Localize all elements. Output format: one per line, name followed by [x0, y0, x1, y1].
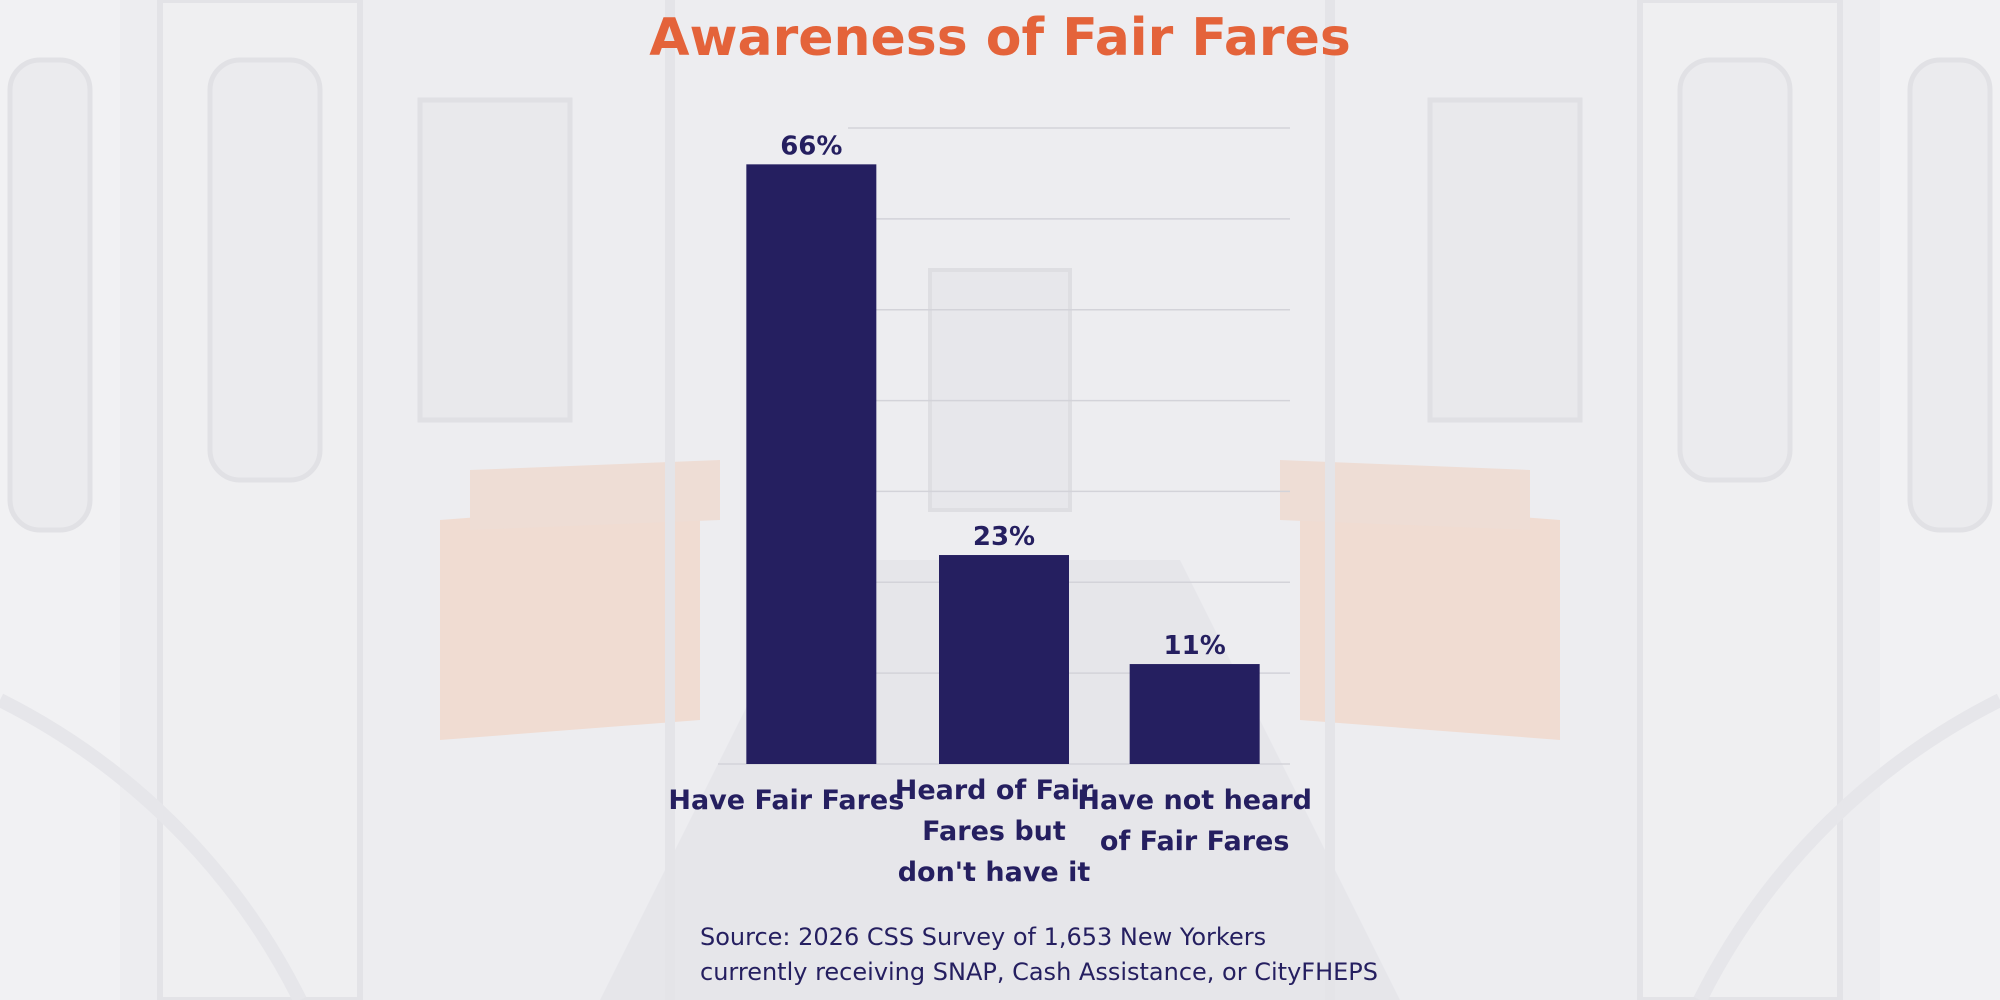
- bar: [939, 555, 1069, 764]
- bars: [746, 164, 1260, 765]
- data-label: 66%: [780, 131, 842, 161]
- source-line-1: Source: 2026 CSS Survey of 1,653 New Yor…: [700, 923, 1267, 951]
- source-line-2: currently receiving SNAP, Cash Assistanc…: [700, 958, 1378, 986]
- category-label-line: don't have it: [898, 857, 1091, 888]
- source-note: Source: 2026 CSS Survey of 1,653 New Yor…: [700, 920, 1420, 990]
- category-label-line: Have not heard: [1077, 785, 1312, 816]
- data-label: 11%: [1164, 631, 1226, 661]
- chart-title: Awareness of Fair Fares: [649, 8, 1351, 68]
- data-labels: 66% 23% 11%: [780, 131, 1226, 661]
- category-label: Have not heard of Fair Fares: [1077, 785, 1312, 857]
- data-label: 23%: [973, 522, 1035, 552]
- bar: [1129, 664, 1260, 764]
- bar: [746, 164, 877, 765]
- category-label-line: of Fair Fares: [1100, 826, 1290, 857]
- category-label-line: Heard of Fair: [895, 775, 1094, 806]
- category-label-line: Fares but: [922, 816, 1066, 847]
- category-label: Heard of Fair Fares but don't have it: [895, 775, 1094, 888]
- category-label-line: Have Fair Fares: [668, 785, 904, 816]
- category-label: Have Fair Fares: [668, 785, 904, 816]
